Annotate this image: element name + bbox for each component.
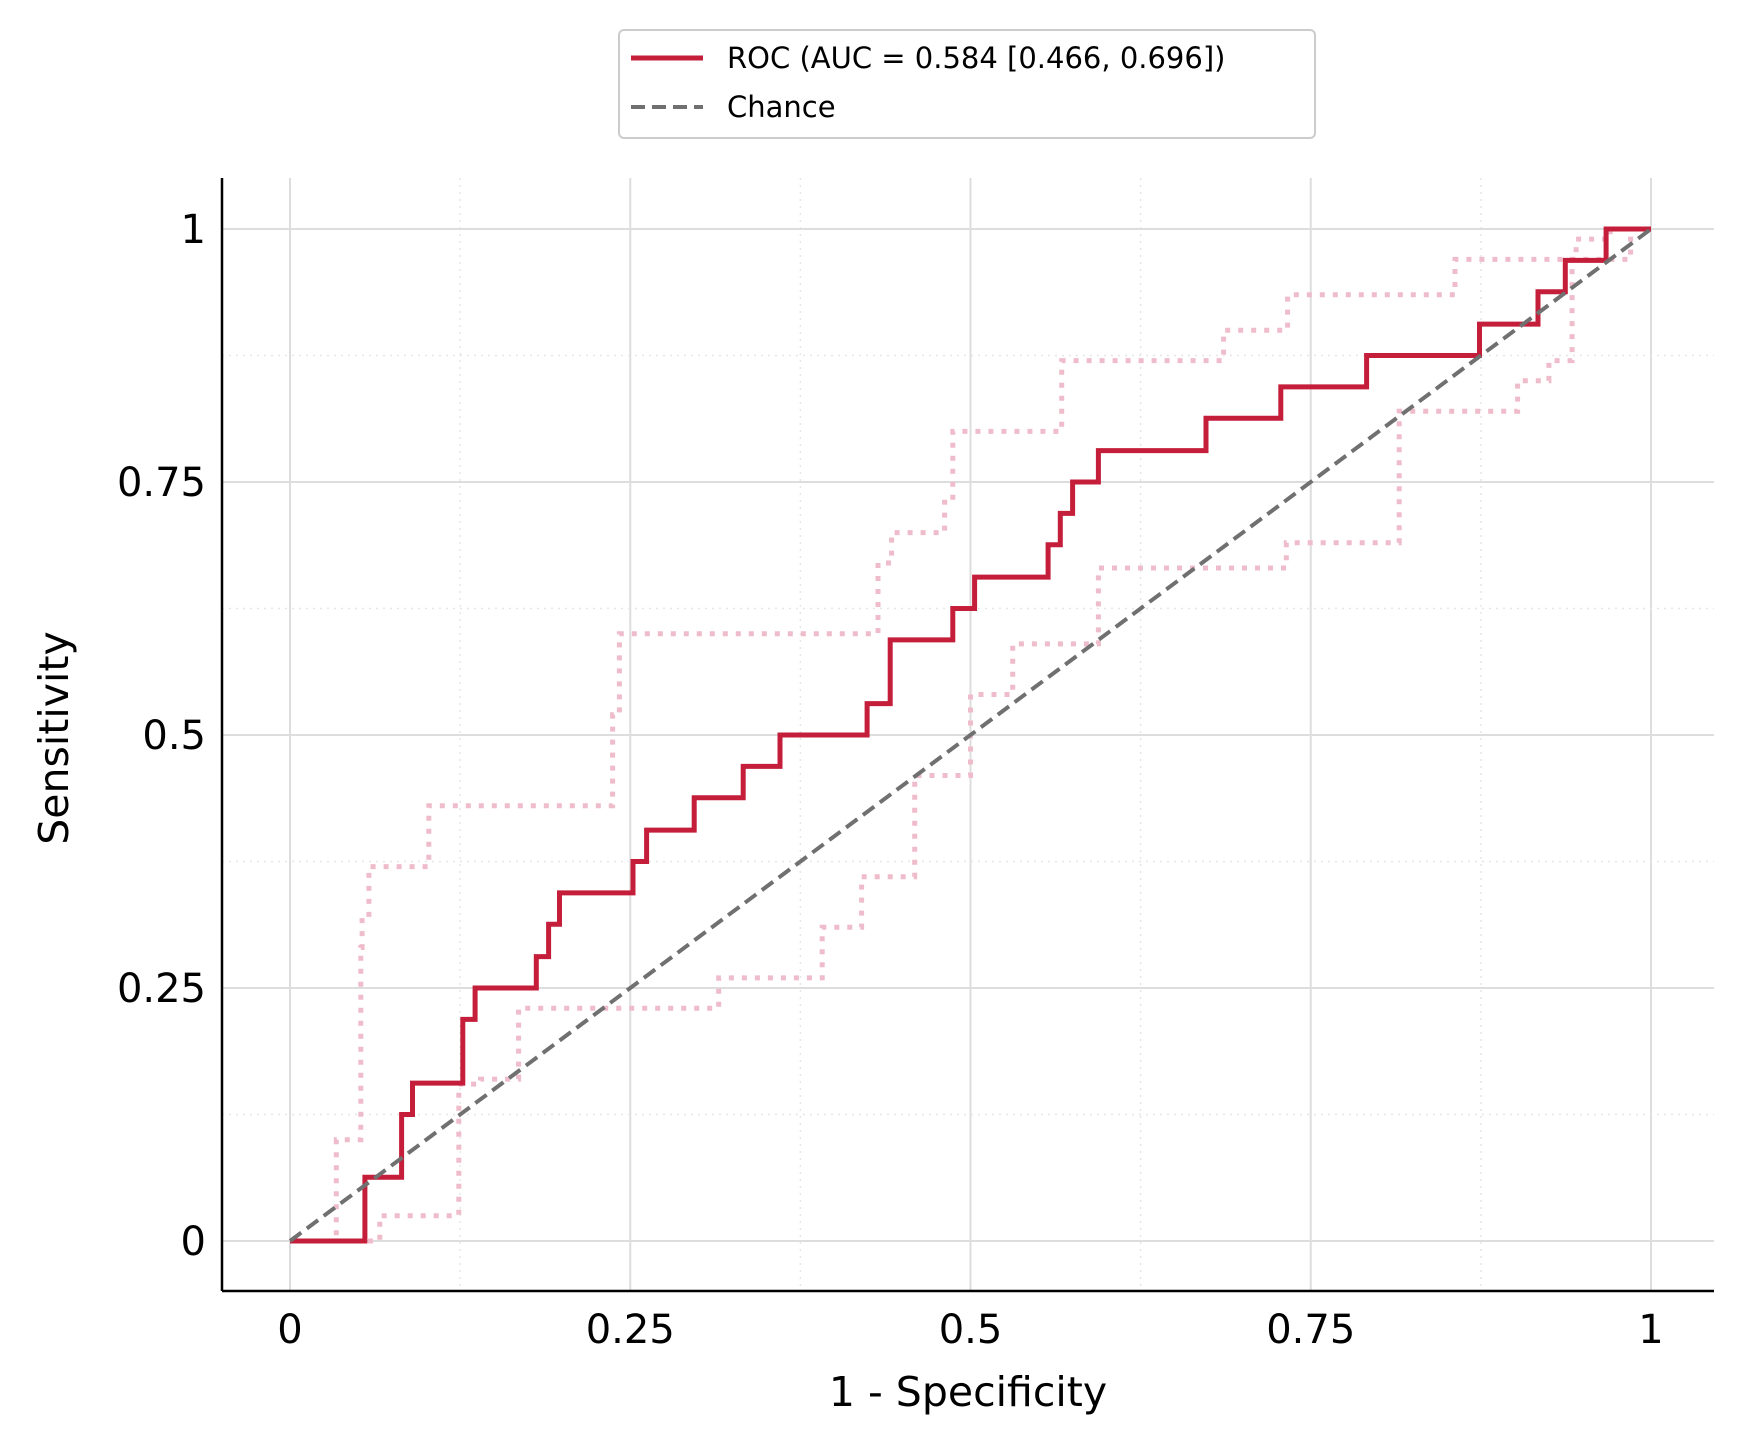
- x-axis-label: 1 - Specificity: [829, 1368, 1107, 1416]
- confidence-bound-lower: [290, 226, 1651, 1244]
- x-tick-label: 0.5: [939, 1307, 1003, 1353]
- confidence-bounds: [290, 226, 1651, 1244]
- y-axis-label: Sensitivity: [30, 631, 78, 844]
- axes: [220, 178, 1714, 1293]
- x-tick-label: 0: [277, 1307, 302, 1353]
- roc-curve: [290, 226, 1651, 1244]
- legend: ROC (AUC = 0.584 [0.466, 0.696]) Chance: [618, 29, 1316, 139]
- x-tick-label: 0.25: [586, 1307, 675, 1353]
- series-lines: [288, 226, 1653, 1244]
- tick-labels: 0 0.25 0.5 0.75 1 0 0.25 0.5 0.75 1: [117, 207, 1664, 1353]
- legend-chance-label: Chance: [727, 90, 836, 124]
- y-tick-label: 0: [181, 1219, 206, 1265]
- y-tick-label: 0.25: [117, 966, 206, 1012]
- y-tick-label: 0.5: [142, 713, 206, 759]
- x-tick-label: 1: [1638, 1307, 1663, 1353]
- legend-roc-label: ROC (AUC = 0.584 [0.466, 0.696]): [727, 41, 1225, 75]
- x-tick-label: 0.75: [1266, 1307, 1355, 1353]
- grid: [222, 178, 1714, 1291]
- chance-line: [288, 227, 1653, 1243]
- y-tick-label: 1: [181, 207, 206, 253]
- legend-box: [618, 29, 1316, 139]
- y-tick-label: 0.75: [117, 460, 206, 506]
